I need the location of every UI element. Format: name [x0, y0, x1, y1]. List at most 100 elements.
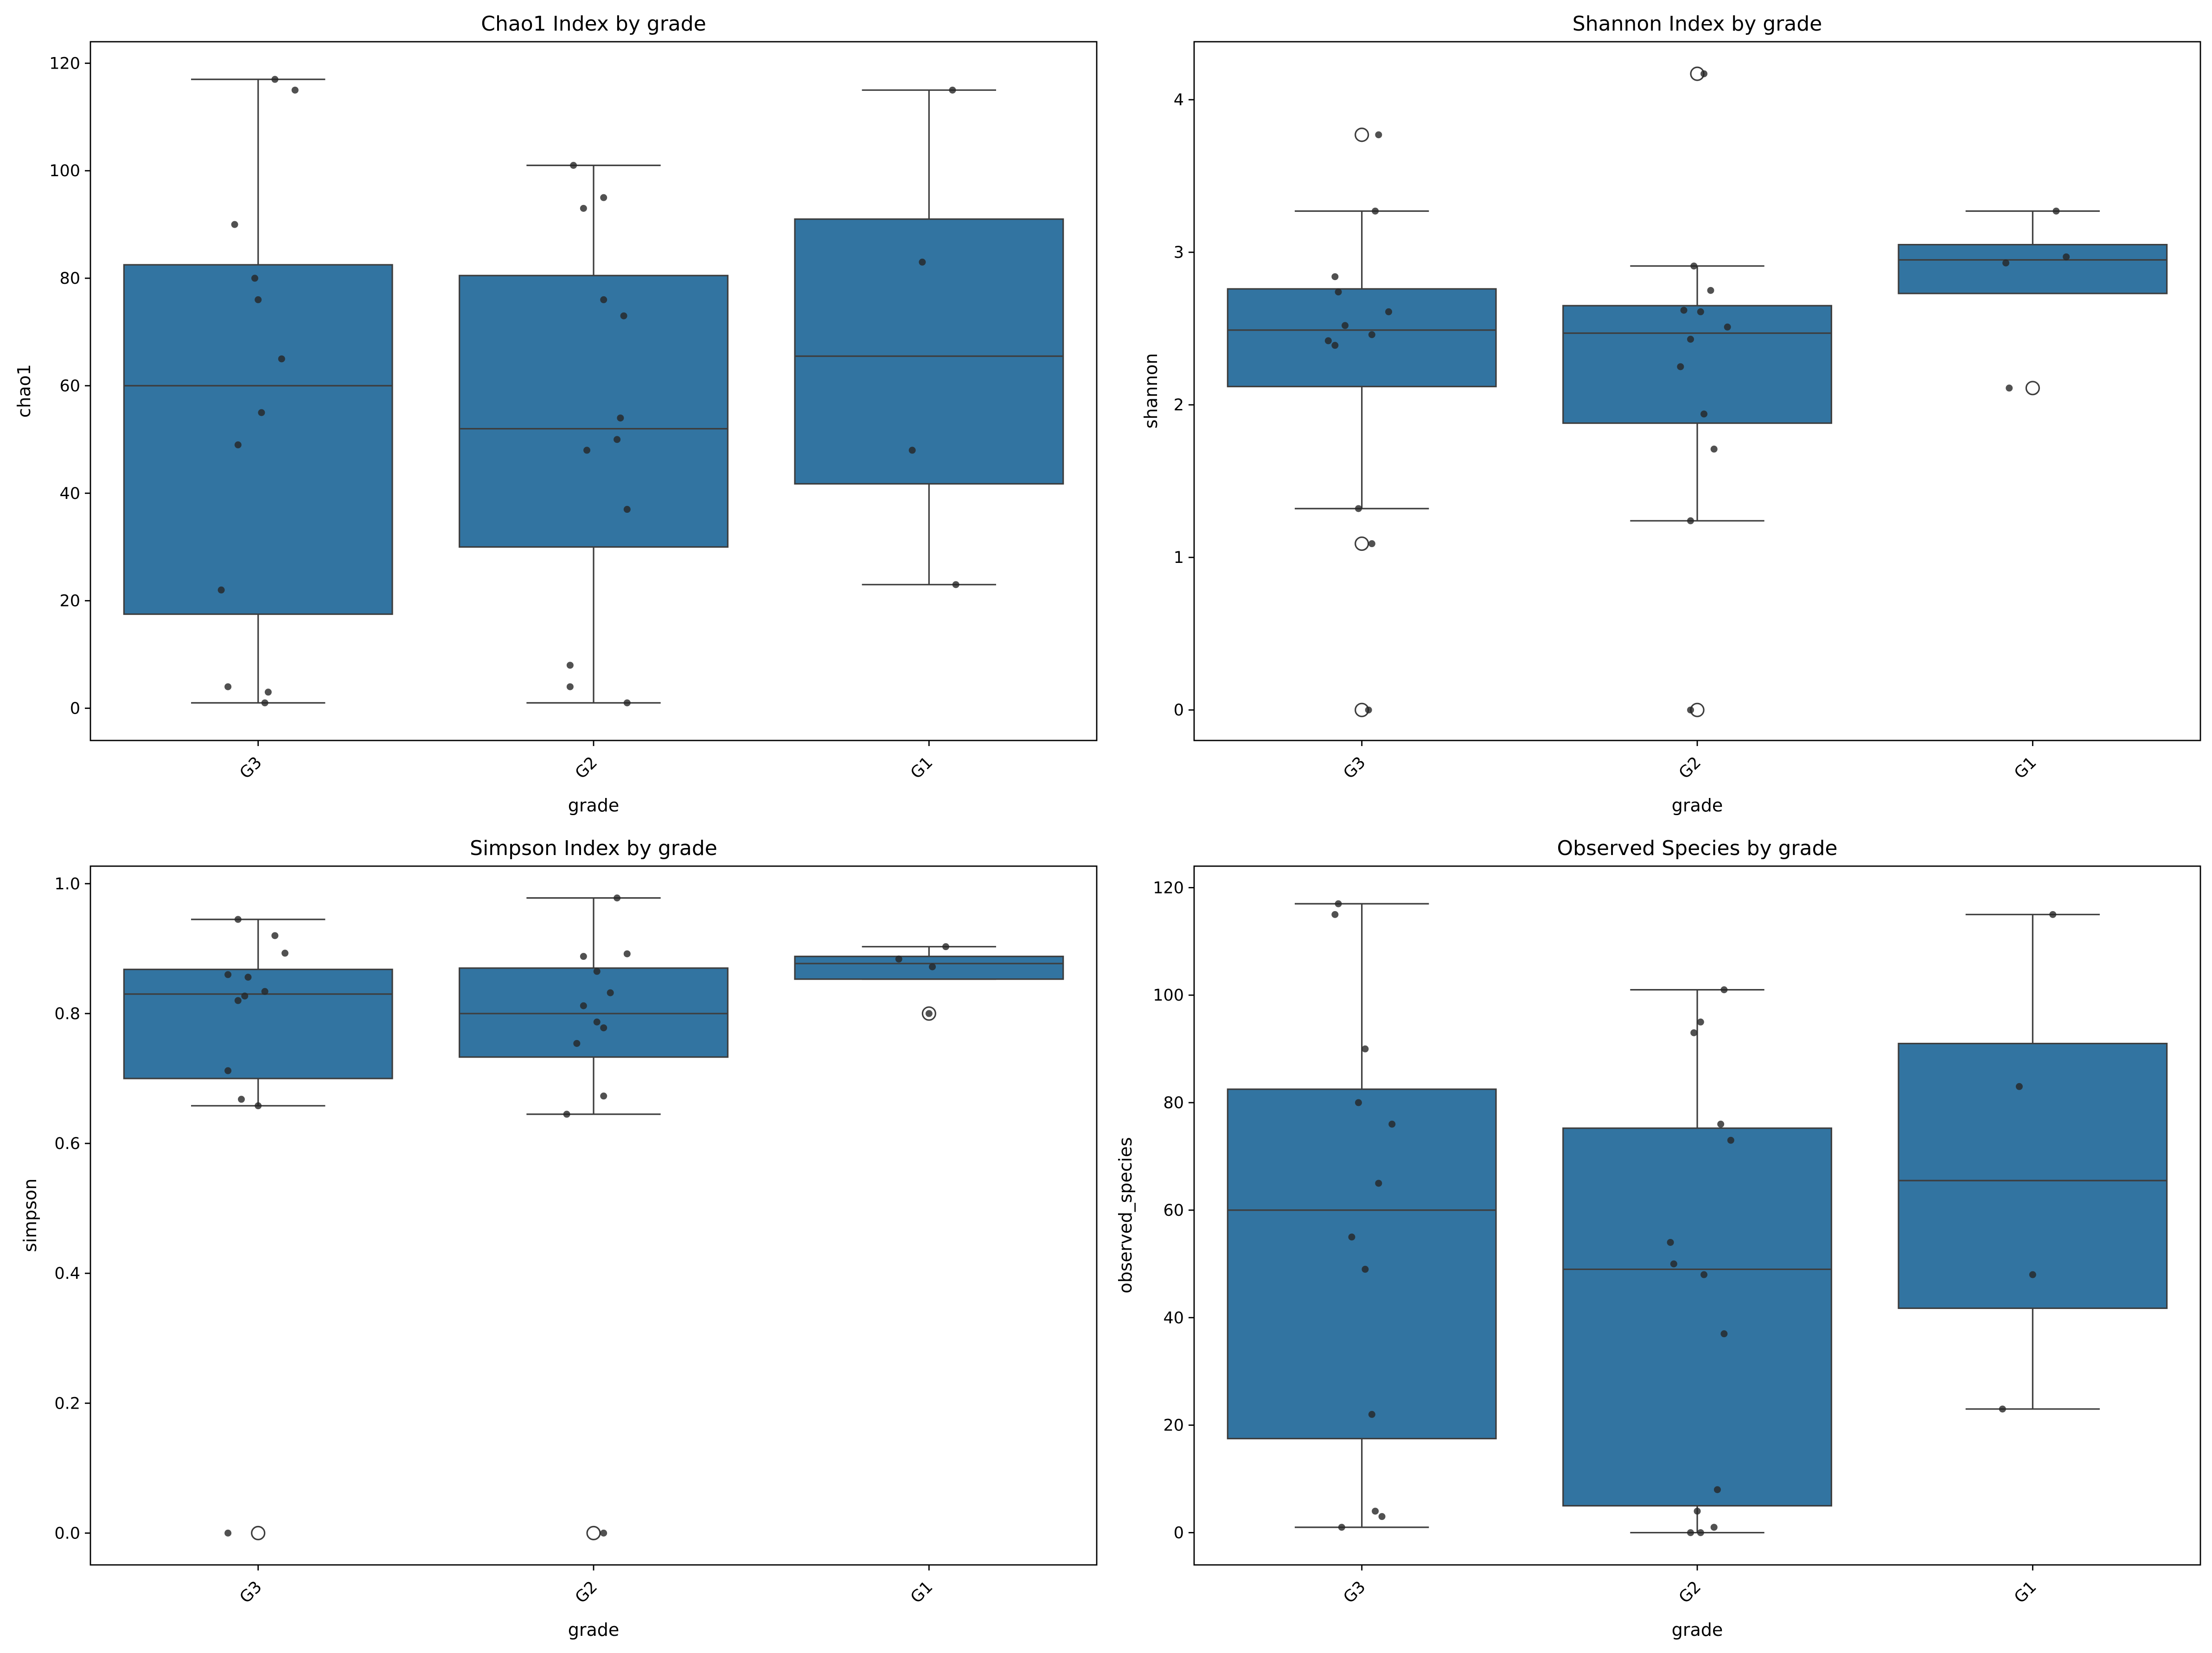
data-point: [580, 1002, 587, 1009]
iqr-box: [1898, 1042, 2168, 1309]
y-tick-label: 80: [1163, 1094, 1184, 1112]
data-point: [1667, 1238, 1674, 1246]
data-point: [583, 447, 591, 454]
data-point: [919, 258, 926, 266]
iqr-box: [123, 969, 393, 1079]
data-point: [264, 689, 272, 696]
y-tick-label: 20: [1163, 1417, 1184, 1435]
y-tick-label: 40: [1163, 1309, 1184, 1328]
box-g1: [1898, 210, 2168, 396]
box-g2: [459, 165, 729, 704]
data-point: [614, 436, 621, 443]
y-tick-label: 60: [59, 377, 80, 396]
data-point: [1355, 1099, 1362, 1106]
data-point: [1707, 287, 1714, 294]
data-point: [580, 953, 587, 960]
data-point: [1335, 288, 1342, 296]
data-point: [614, 894, 621, 902]
data-point: [1375, 1180, 1382, 1187]
simpson-y-axis-label: simpson: [20, 1179, 40, 1252]
y-tick-label: 80: [59, 269, 80, 288]
data-point: [234, 997, 242, 1004]
data-point: [1372, 1507, 1379, 1515]
iqr-box: [123, 264, 393, 615]
data-point: [617, 414, 624, 421]
data-point: [231, 221, 238, 228]
y-tick-label: 0: [1174, 1524, 1184, 1542]
outlier-marker: [1355, 128, 1369, 142]
data-point: [949, 86, 956, 94]
data-point: [224, 1067, 232, 1074]
data-point: [580, 204, 587, 212]
data-point: [620, 312, 627, 319]
data-point: [1670, 1260, 1677, 1268]
data-point: [2049, 911, 2057, 918]
y-tick-label: 100: [1153, 986, 1184, 1005]
data-point: [2029, 1271, 2036, 1278]
data-point: [600, 1529, 607, 1537]
data-point: [1331, 911, 1339, 918]
y-tick-label: 2: [1174, 396, 1184, 415]
data-point: [1368, 1410, 1375, 1418]
simpson-x-axis-label: grade: [568, 1620, 620, 1640]
data-point: [1368, 331, 1375, 338]
y-tick-label: 0.0: [54, 1524, 80, 1543]
y-tick-label: 60: [1163, 1201, 1184, 1220]
data-point: [1335, 900, 1342, 907]
iqr-box: [459, 274, 729, 548]
data-point: [925, 1010, 933, 1017]
data-point: [255, 1102, 262, 1110]
data-point: [1687, 336, 1694, 343]
box-g1: [794, 946, 1064, 1021]
outlier-marker: [251, 1525, 266, 1540]
data-point: [2006, 384, 2013, 392]
outlier-marker: [2025, 381, 2040, 396]
data-point: [1690, 262, 1698, 270]
y-tick-label: 0: [70, 699, 80, 718]
data-point: [224, 1529, 232, 1537]
data-point: [1713, 1486, 1721, 1493]
iqr-box: [1562, 305, 1832, 424]
data-point: [1362, 1265, 1369, 1273]
data-point: [261, 988, 269, 995]
data-point: [1342, 322, 1349, 329]
data-point: [1680, 306, 1688, 314]
shannon-panel: Shannon Index by grade shannon grade 0 1 2…: [1141, 12, 2201, 816]
y-tick-label: 1.0: [54, 875, 80, 894]
observed-species-panel: Observed Species by grade observed_speci…: [1115, 836, 2201, 1640]
data-point: [2002, 259, 2009, 267]
data-point: [1378, 1513, 1386, 1520]
chao1-title: Chao1 Index by grade: [481, 12, 706, 36]
data-point: [1720, 1330, 1728, 1338]
data-point: [600, 194, 607, 201]
data-point: [929, 963, 936, 970]
y-tick-label: 0.6: [54, 1135, 80, 1153]
data-point: [600, 296, 607, 303]
data-point: [1375, 131, 1382, 139]
data-point: [234, 916, 242, 923]
data-point: [1687, 706, 1694, 714]
box-g2: [1562, 989, 1832, 1534]
data-point: [1372, 207, 1379, 215]
data-point: [1697, 308, 1704, 315]
data-point: [1717, 1120, 1725, 1128]
data-point: [623, 950, 631, 957]
data-point: [1710, 1524, 1718, 1531]
data-point: [1690, 1029, 1698, 1036]
iqr-box: [1898, 244, 2168, 294]
y-tick-label: 40: [59, 485, 80, 503]
data-point: [623, 699, 631, 707]
y-tick-label: 3: [1174, 243, 1184, 262]
data-point: [1694, 1507, 1701, 1515]
observed-species-x-axis-label: grade: [1672, 1620, 1723, 1640]
data-point: [1331, 273, 1339, 281]
data-point: [908, 447, 916, 454]
data-point: [2015, 1083, 2023, 1090]
outlier-marker: [586, 1525, 601, 1540]
y-tick-label: 120: [49, 54, 80, 73]
y-tick-label: 120: [1153, 879, 1184, 897]
data-point: [607, 989, 614, 996]
outlier-marker: [1355, 536, 1369, 551]
y-tick-label: 100: [49, 162, 80, 180]
